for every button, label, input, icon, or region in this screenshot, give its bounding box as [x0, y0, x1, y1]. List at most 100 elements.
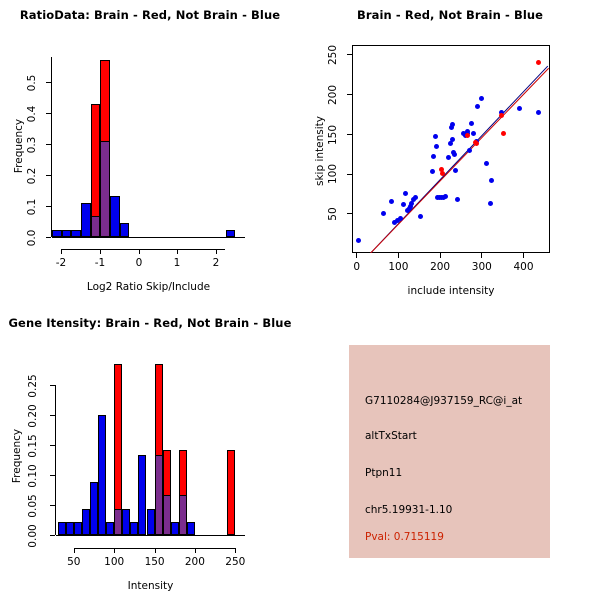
y-tick-label: 0.3 [26, 136, 38, 154]
data-point-not-brain [400, 202, 406, 208]
bar-blue [138, 455, 147, 535]
x-tick [194, 548, 196, 553]
pvalue-text: Pval: 0.715119 [365, 531, 444, 543]
data-point-not-brain [446, 154, 452, 160]
bar-overlap [114, 508, 123, 535]
y-tick [347, 213, 352, 215]
y-tick [46, 82, 51, 83]
data-point-not-brain [447, 141, 453, 147]
bar-overlap [162, 495, 171, 535]
bar-overlap [178, 495, 187, 535]
gene-intensity-histogram-title: Gene Itensity: Brain - Red, Not Brain - … [8, 316, 292, 330]
ratio-histogram-baseline [52, 237, 245, 238]
ratio-histogram-panel: RatioData: Brain - Red, Not Brain - Blue [0, 0, 300, 300]
bar-blue [52, 230, 62, 237]
x-tick-label: 100 [104, 556, 125, 568]
x-tick [481, 253, 483, 258]
gene-intensity-y-axis [55, 385, 56, 535]
data-point-not-brain [454, 196, 460, 202]
gene-intensity-plot-area [56, 355, 245, 535]
annotation-panel-background: G7110284@J937159_RC@i_at altTxStart Ptpn… [349, 345, 550, 558]
ratio-histogram-y-axis-label: Frequency [13, 118, 25, 174]
y-tick [347, 133, 352, 135]
y-tick [50, 415, 55, 416]
data-point-not-brain [434, 143, 440, 149]
annotation-panel: G7110284@J937159_RC@i_at altTxStart Ptpn… [300, 310, 600, 600]
x-tick [439, 253, 441, 258]
x-tick [397, 253, 399, 258]
data-point-brain [465, 132, 471, 138]
bar-blue [81, 202, 91, 237]
y-tick [50, 385, 55, 386]
bar-blue [61, 230, 72, 237]
bar-blue [170, 521, 179, 535]
bar-blue [81, 508, 90, 535]
x-tick [100, 249, 101, 254]
data-point-not-brain [431, 154, 437, 159]
data-point-brain [473, 141, 479, 147]
bar-blue [65, 521, 74, 535]
data-point-not-brain [475, 103, 481, 109]
intensity-scatter-frame [352, 45, 550, 253]
locus-text: chr5.19931-1.10 [365, 504, 453, 516]
data-point-not-brain [418, 214, 424, 220]
y-tick-label: 250 [327, 44, 339, 66]
x-tick [356, 253, 358, 258]
bar-blue [146, 508, 155, 535]
x-tick-label: 0 [353, 261, 361, 273]
x-tick [139, 249, 140, 254]
intensity-scatter-x-axis-label: include intensity [407, 285, 495, 297]
gene-intensity-histogram-panel: Gene Itensity: Brain - Red, Not Brain - … [0, 310, 300, 600]
ratio-histogram-x-axis-label: Log2 Ratio Skip/Include [86, 281, 211, 293]
data-point-not-brain [467, 147, 473, 153]
bar-blue [119, 223, 130, 237]
data-point-not-brain [448, 124, 454, 130]
y-tick [50, 535, 55, 536]
y-tick-label: 0.4 [26, 105, 38, 123]
y-tick-label: 0.05 [27, 494, 39, 518]
data-point-not-brain [395, 218, 401, 224]
ratio-histogram-title: RatioData: Brain - Red, Not Brain - Blue [19, 8, 281, 22]
x-tick [235, 548, 237, 553]
data-point-not-brain [478, 95, 484, 101]
data-point-not-brain [430, 169, 435, 175]
data-point-not-brain [432, 134, 438, 140]
y-tick-label: 150 [327, 124, 339, 146]
data-point-not-brain [453, 168, 458, 174]
x-tick-label: 200 [430, 261, 451, 273]
bar-blue [71, 230, 81, 237]
x-tick-label: 2 [212, 257, 220, 269]
x-tick [114, 548, 116, 553]
gene-intensity-x-axis [73, 548, 236, 549]
data-point-not-brain [449, 122, 455, 128]
data-point-not-brain [487, 200, 493, 206]
y-tick [46, 206, 51, 207]
bar-blue [130, 521, 139, 535]
intensity-scatter-plot-area [352, 45, 550, 253]
data-point-not-brain [443, 193, 449, 199]
bar-blue [89, 482, 98, 535]
gene-intensity-x-axis-label: Intensity [127, 580, 174, 592]
data-point-brain [439, 167, 445, 173]
ratio-histogram-x-axis [61, 249, 225, 250]
y-tick [46, 144, 51, 145]
y-tick-label: 200 [327, 84, 339, 106]
x-tick [154, 548, 156, 553]
regression-line-brain [369, 68, 549, 253]
y-tick-label: 0.10 [27, 464, 39, 488]
data-point-brain [535, 60, 541, 65]
data-point-not-brain [468, 120, 474, 126]
event-type-text: altTxStart [365, 430, 417, 442]
y-tick [347, 94, 352, 96]
data-point-not-brain [380, 211, 386, 217]
data-point-not-brain [471, 130, 477, 136]
data-point-not-brain [407, 204, 413, 209]
y-tick-label: 0.5 [26, 74, 38, 92]
x-tick [523, 253, 524, 258]
data-point-not-brain [412, 194, 418, 200]
gene-name-text: Ptpn11 [365, 467, 403, 479]
gene-intensity-y-axis-label: Frequency [11, 428, 23, 484]
intensity-scatter-title: Brain - Red, Not Brain - Blue [356, 8, 544, 22]
x-tick-label: 400 [513, 261, 534, 273]
data-point-not-brain [450, 136, 456, 142]
